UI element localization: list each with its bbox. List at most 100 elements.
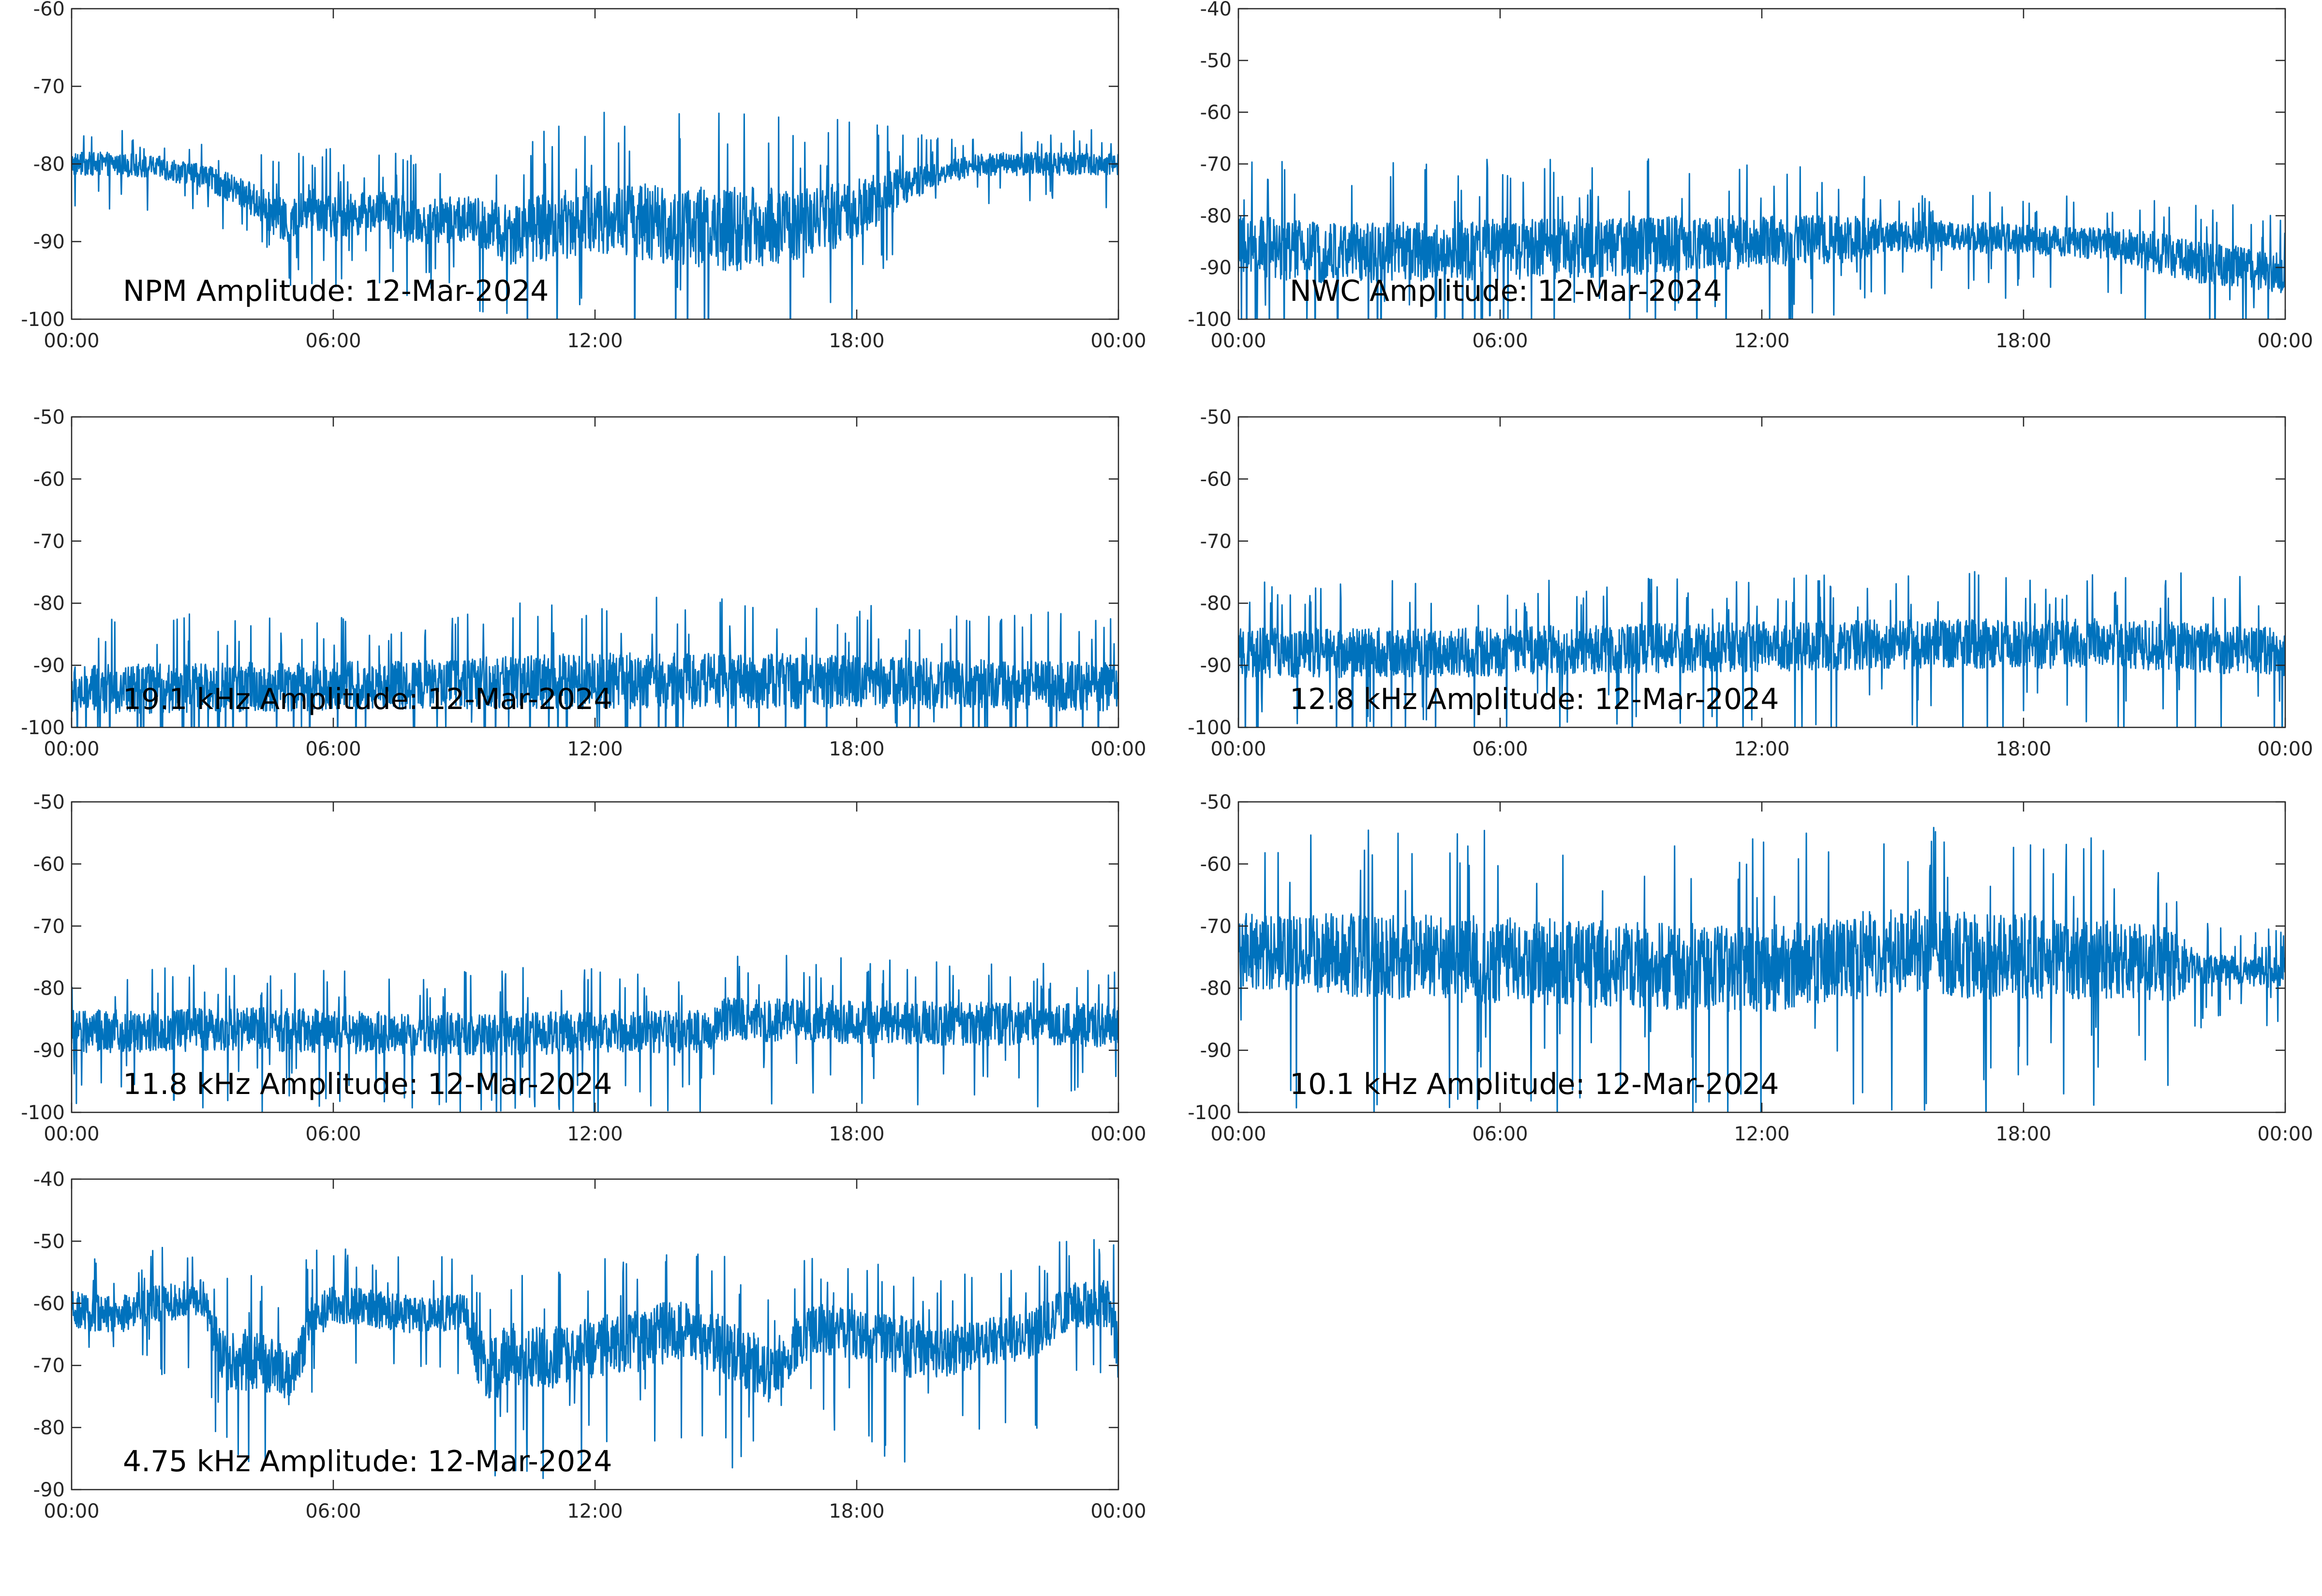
- x-tick-label: 18:00: [829, 738, 884, 760]
- y-tick-label: -90: [33, 1040, 65, 1062]
- y-tick-label: -60: [33, 468, 65, 490]
- x-tick-label: 12:00: [567, 738, 623, 760]
- data-trace: [1238, 571, 2285, 727]
- y-tick-label: -60: [1200, 102, 1232, 124]
- x-tick-label: 06:00: [1472, 330, 1528, 352]
- y-tick-label: -70: [1200, 916, 1232, 938]
- y-tick-label: -80: [33, 977, 65, 1000]
- x-tick-label: 00:00: [1210, 738, 1266, 760]
- x-tick-label: 06:00: [1472, 738, 1528, 760]
- y-tick-label: -70: [33, 76, 65, 98]
- y-tick-label: -70: [33, 531, 65, 553]
- x-tick-label: 06:00: [1472, 1123, 1528, 1145]
- y-tick-label: -100: [21, 717, 65, 739]
- x-tick-label: 00:00: [44, 330, 99, 352]
- panel-title: 12.8 kHz Amplitude: 12-Mar-2024: [1290, 682, 1779, 716]
- y-tick-label: -80: [33, 592, 65, 615]
- x-tick-label: 12:00: [1734, 1123, 1789, 1145]
- y-tick-label: -100: [1188, 309, 1232, 331]
- x-tick-label: 00:00: [44, 1123, 99, 1145]
- panel-title: NWC Amplitude: 12-Mar-2024: [1290, 274, 1722, 308]
- y-tick-label: -90: [1200, 257, 1232, 279]
- x-tick-label: 18:00: [829, 1500, 884, 1522]
- x-tick-label: 06:00: [305, 1123, 361, 1145]
- x-tick-label: 12:00: [1734, 330, 1789, 352]
- y-tick-label: -90: [1200, 1040, 1232, 1062]
- y-tick-label: -50: [1200, 406, 1232, 429]
- y-tick-label: -90: [1200, 655, 1232, 677]
- x-tick-label: 00:00: [2257, 330, 2313, 352]
- x-tick-label: 00:00: [2257, 738, 2313, 760]
- x-tick-label: 12:00: [567, 1500, 623, 1522]
- panel-title: 4.75 kHz Amplitude: 12-Mar-2024: [123, 1445, 612, 1478]
- x-tick-label: 00:00: [2257, 1123, 2313, 1145]
- y-tick-label: -60: [1200, 468, 1232, 490]
- data-trace: [72, 1239, 1118, 1479]
- y-tick-label: -100: [21, 1102, 65, 1124]
- x-tick-label: 06:00: [305, 330, 361, 352]
- data-trace: [72, 112, 1118, 319]
- y-tick-label: -100: [21, 309, 65, 331]
- plot-axes-box: [1237, 8, 2286, 320]
- y-tick-label: -100: [1188, 1102, 1232, 1124]
- data-trace: [72, 596, 1118, 727]
- data-trace: [1238, 158, 2285, 319]
- panel-title: 10.1 kHz Amplitude: 12-Mar-2024: [1290, 1067, 1779, 1101]
- panel-title: 19.1 kHz Amplitude: 12-Mar-2024: [123, 682, 612, 716]
- y-tick-label: -70: [33, 916, 65, 938]
- x-tick-label: 00:00: [1090, 330, 1146, 352]
- x-tick-label: 18:00: [829, 330, 884, 352]
- y-tick-label: -90: [33, 1479, 65, 1501]
- y-tick-label: -50: [33, 791, 65, 813]
- y-tick-label: -90: [33, 231, 65, 253]
- plot-axes-box: [1237, 416, 2286, 728]
- y-tick-label: -40: [33, 1168, 65, 1191]
- y-tick-label: -50: [1200, 791, 1232, 813]
- y-tick-label: -70: [1200, 153, 1232, 176]
- x-tick-label: 06:00: [305, 738, 361, 760]
- x-tick-label: 12:00: [1734, 738, 1789, 760]
- y-tick-label: -60: [33, 853, 65, 875]
- x-tick-label: 00:00: [1090, 738, 1146, 760]
- y-tick-label: -80: [33, 1417, 65, 1439]
- y-tick-label: -60: [33, 1293, 65, 1315]
- x-tick-label: 18:00: [1995, 738, 2051, 760]
- data-trace: [1238, 827, 2285, 1112]
- y-tick-label: -80: [1200, 592, 1232, 615]
- y-tick-label: -70: [33, 1355, 65, 1377]
- x-tick-label: 00:00: [44, 738, 99, 760]
- y-tick-label: -80: [1200, 205, 1232, 227]
- y-tick-label: -70: [1200, 531, 1232, 553]
- panel-title: 11.8 kHz Amplitude: 12-Mar-2024: [123, 1067, 612, 1101]
- x-tick-label: 18:00: [829, 1123, 884, 1145]
- x-tick-label: 12:00: [567, 1123, 623, 1145]
- x-tick-label: 00:00: [1210, 1123, 1266, 1145]
- x-tick-label: 00:00: [44, 1500, 99, 1522]
- data-trace: [72, 955, 1118, 1112]
- y-tick-label: -50: [33, 1230, 65, 1253]
- y-tick-label: -90: [33, 655, 65, 677]
- y-tick-label: -100: [1188, 717, 1232, 739]
- y-tick-label: -50: [1200, 50, 1232, 72]
- y-tick-label: -80: [1200, 977, 1232, 1000]
- panel-title: NPM Amplitude: 12-Mar-2024: [123, 274, 549, 308]
- x-tick-label: 18:00: [1995, 1123, 2051, 1145]
- x-tick-label: 00:00: [1210, 330, 1266, 352]
- x-tick-label: 18:00: [1995, 330, 2051, 352]
- x-tick-label: 12:00: [567, 330, 623, 352]
- y-tick-label: -40: [1200, 0, 1232, 20]
- y-tick-label: -60: [33, 0, 65, 20]
- y-tick-label: -60: [1200, 853, 1232, 875]
- x-tick-label: 00:00: [1090, 1500, 1146, 1522]
- x-tick-label: 00:00: [1090, 1123, 1146, 1145]
- y-tick-label: -50: [33, 406, 65, 429]
- y-tick-label: -80: [33, 153, 65, 176]
